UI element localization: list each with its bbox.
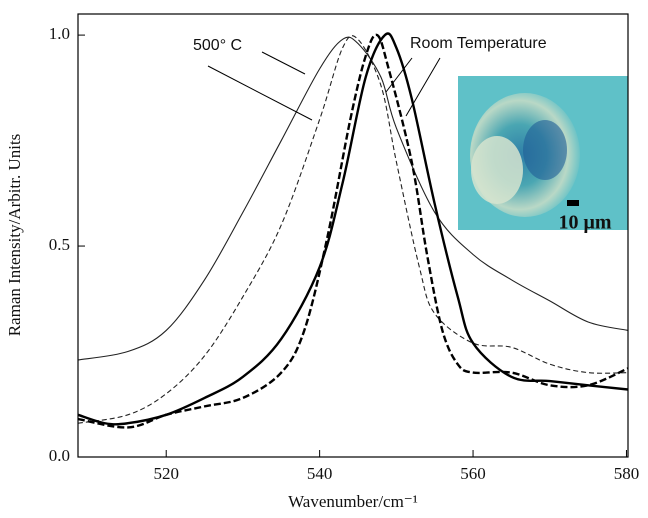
x-tick-label: 540 — [307, 464, 333, 483]
inset-label: 10 μm — [559, 212, 612, 234]
y-tick-label: 1.0 — [49, 24, 70, 43]
x-tick-label: 560 — [460, 464, 486, 483]
y-tick-label: 0.0 — [49, 446, 70, 465]
x-axis-label: Wavenumber/cm⁻¹ — [288, 492, 418, 511]
line-series — [78, 36, 628, 361]
y-tick-label: 0.5 — [49, 235, 70, 254]
y-axis-label: Raman Intensity/Arbitr. Units — [5, 134, 24, 337]
plot-frame — [77, 13, 629, 458]
annotation: Room Temperature — [410, 35, 547, 52]
line-series — [78, 32, 628, 426]
leader-lines — [207, 51, 441, 121]
x-tick-label: 580 — [614, 464, 640, 483]
line-series — [78, 35, 628, 424]
annotation: 500° C — [193, 37, 242, 54]
x-tick-label: 520 — [153, 464, 179, 483]
line-series — [78, 33, 628, 429]
inset-photo: 10 μm — [458, 76, 628, 234]
